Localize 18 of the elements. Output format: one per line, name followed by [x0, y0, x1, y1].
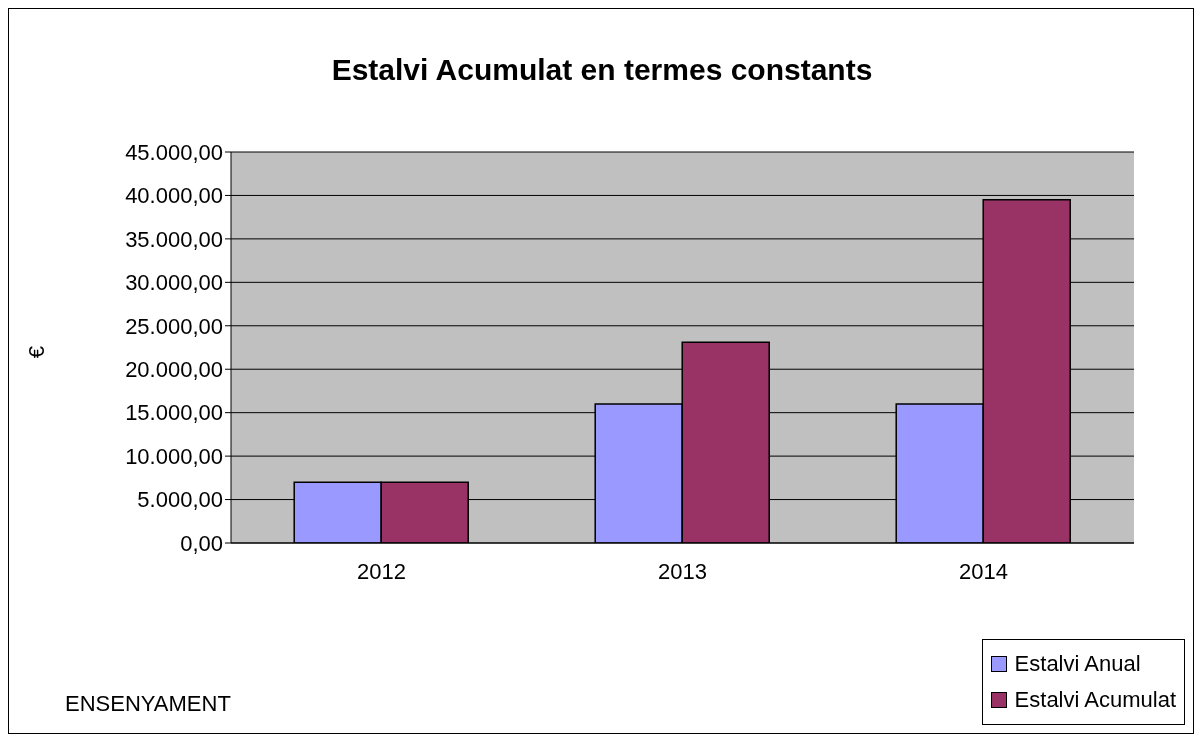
y-tick-label: 45.000,00	[125, 139, 223, 165]
x-tick-label: 2012	[357, 558, 406, 584]
y-tick-label: 15.000,00	[125, 400, 223, 426]
legend-label: Estalvi Acumulat	[1014, 686, 1176, 714]
x-tick-label: 2013	[658, 558, 707, 584]
y-tick-label: 5.000,00	[137, 487, 223, 513]
chart-title: Estalvi Acumulat en termes constants	[330, 53, 874, 87]
y-tick-label: 25.000,00	[125, 313, 223, 339]
y-tick-label: 10.000,00	[125, 443, 223, 469]
y-tick-label: 40.000,00	[125, 183, 223, 209]
y-tick-label: 20.000,00	[125, 357, 223, 383]
legend-label: Estalvi Anual	[1014, 650, 1141, 678]
y-tick-label: 35.000,00	[125, 226, 223, 252]
y-tick-label: 30.000,00	[125, 270, 223, 296]
x-tick-label: 2014	[959, 558, 1008, 584]
y-tick-label: 0,00	[180, 530, 223, 556]
text: ENSENYAMENT	[65, 691, 231, 717]
y-axis-title: €	[24, 345, 51, 359]
